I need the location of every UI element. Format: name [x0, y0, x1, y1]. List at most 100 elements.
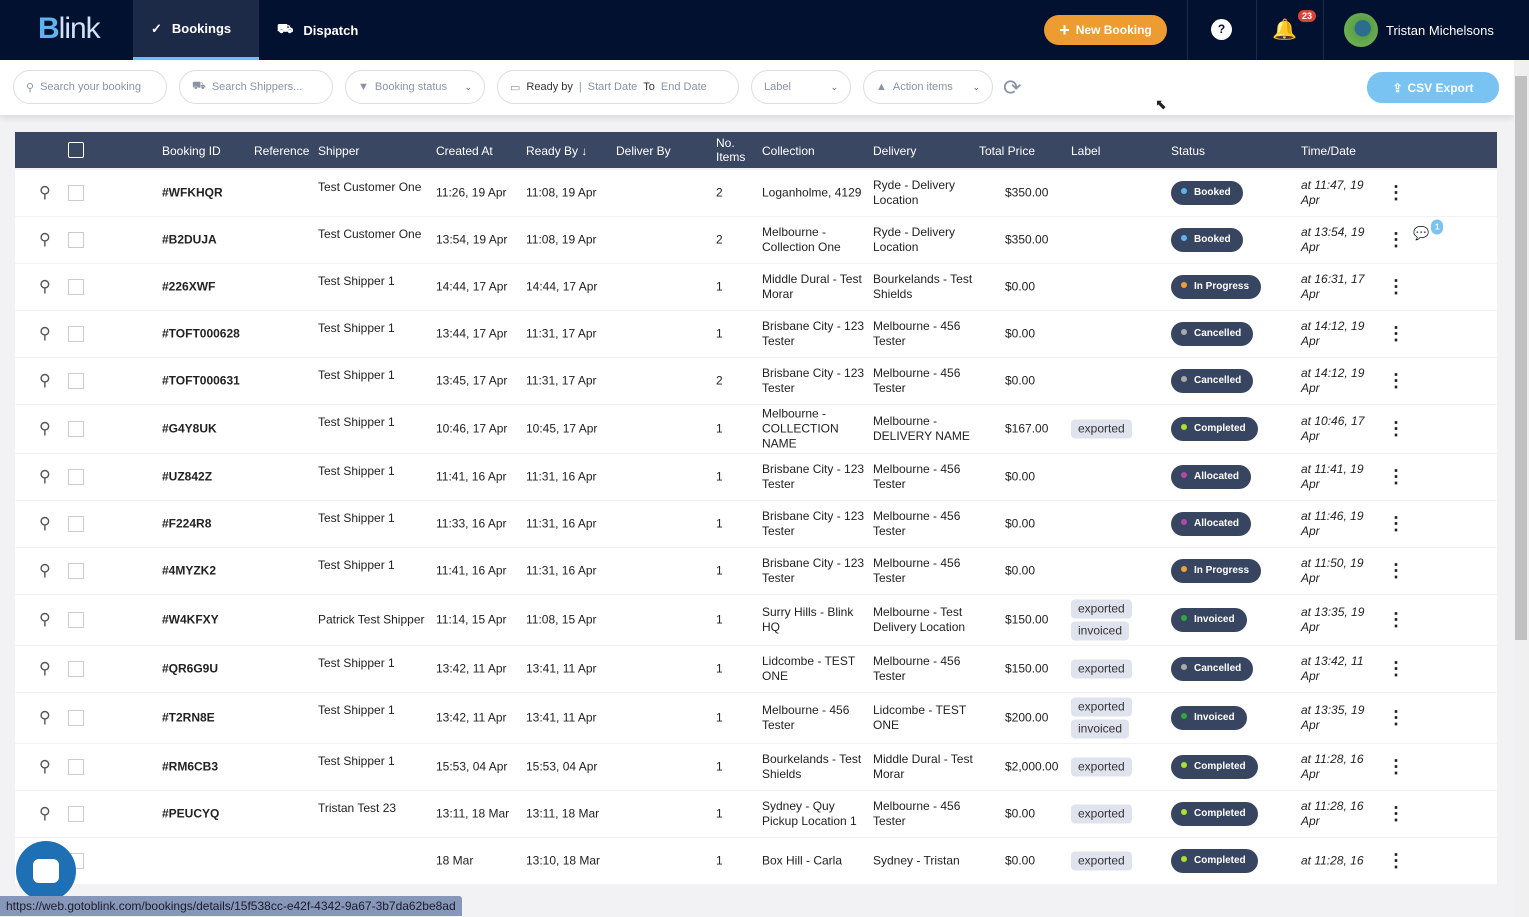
more-options-icon[interactable]: ⋮ — [1387, 418, 1405, 439]
row-checkbox[interactable] — [68, 279, 84, 295]
booking-search-input[interactable]: ⚲ Search your booking — [13, 70, 167, 104]
table-row[interactable]: ⚲ #TOFT000631 Test Shipper 1 13:45, 17 A… — [15, 358, 1497, 404]
nav-dispatch[interactable]: ⛟ Dispatch — [277, 21, 359, 38]
col-delivery[interactable]: Delivery — [873, 144, 917, 158]
end-date-input[interactable]: End Date — [660, 81, 707, 93]
table-row[interactable]: ⚲ #RM6CB3 Test Shipper 1 15:53, 04 Apr 1… — [15, 744, 1497, 790]
row-checkbox[interactable] — [68, 232, 84, 248]
search-icon[interactable]: ⚲ — [39, 611, 51, 629]
col-deliver-by[interactable]: Deliver By — [616, 144, 671, 158]
col-items[interactable]: No. Items — [716, 136, 746, 164]
col-status[interactable]: Status — [1171, 144, 1206, 158]
table-row[interactable]: ⚲ #W4KFXY Patrick Test Shipper 11:14, 15… — [15, 595, 1497, 645]
booking-id[interactable]: #T2RN8E — [162, 710, 215, 725]
table-row[interactable]: ⚲ 18 Mar 13:10, 18 Mar 1 Box Hill - Carl… — [15, 838, 1497, 884]
booking-id[interactable]: #TOFT000631 — [162, 373, 240, 388]
col-label[interactable]: Label — [1071, 144, 1101, 158]
avatar[interactable] — [1344, 13, 1378, 47]
booking-status-dropdown[interactable]: ▼ Booking status ⌄ — [345, 70, 485, 104]
row-checkbox[interactable] — [68, 516, 84, 532]
search-icon[interactable]: ⚲ — [39, 420, 51, 438]
booking-id[interactable]: #G4Y8UK — [162, 421, 217, 436]
col-ready-by[interactable]: Ready By ↓ — [526, 144, 588, 158]
date-range-picker[interactable]: ▭ Ready by | Start Date To End Date — [497, 70, 739, 104]
row-checkbox[interactable] — [68, 563, 84, 579]
more-options-icon[interactable]: ⋮ — [1387, 182, 1405, 203]
search-icon[interactable]: ⚲ — [39, 278, 51, 296]
booking-id[interactable]: #4MYZK2 — [162, 563, 217, 578]
row-checkbox[interactable] — [68, 710, 84, 726]
table-row[interactable]: ⚲ #G4Y8UK Test Shipper 1 10:46, 17 Apr 1… — [15, 405, 1497, 453]
col-total-price[interactable]: Total Price — [979, 144, 1036, 158]
row-checkbox[interactable] — [68, 469, 84, 485]
col-reference[interactable]: Reference — [254, 144, 310, 158]
booking-id[interactable]: #F224R8 — [162, 516, 212, 531]
booking-id[interactable]: #TOFT000628 — [162, 326, 240, 341]
comment-icon[interactable]: 💬 1 — [1413, 219, 1444, 241]
more-options-icon[interactable]: ⋮ — [1387, 609, 1405, 630]
table-row[interactable]: ⚲ #4MYZK2 Test Shipper 1 11:41, 16 Apr 1… — [15, 548, 1497, 594]
row-checkbox[interactable] — [68, 185, 84, 201]
more-options-icon[interactable]: ⋮ — [1387, 658, 1405, 679]
more-options-icon[interactable]: ⋮ — [1387, 513, 1405, 534]
col-booking-id[interactable]: Booking ID — [162, 144, 221, 158]
more-options-icon[interactable]: ⋮ — [1387, 560, 1405, 581]
row-checkbox[interactable] — [68, 661, 84, 677]
table-row[interactable]: ⚲ #T2RN8E Test Shipper 1 13:42, 11 Apr 1… — [15, 693, 1497, 743]
col-time-date[interactable]: Time/Date — [1301, 144, 1356, 158]
search-icon[interactable]: ⚲ — [39, 468, 51, 486]
row-checkbox[interactable] — [68, 373, 84, 389]
shipper-search-input[interactable]: ⛟ Search Shippers... — [179, 70, 333, 104]
booking-id[interactable]: #W4KFXY — [162, 612, 219, 627]
more-options-icon[interactable]: ⋮ — [1387, 850, 1405, 871]
row-checkbox[interactable] — [68, 759, 84, 775]
table-row[interactable]: ⚲ #QR6G9U Test Shipper 1 13:42, 11 Apr 1… — [15, 646, 1497, 692]
help-icon[interactable]: ? — [1211, 19, 1232, 40]
table-row[interactable]: ⚲ #WFKHQR Test Customer One 11:26, 19 Ap… — [15, 170, 1497, 216]
table-row[interactable]: ⚲ #PEUCYQ Tristan Test 23 13:11, 18 Mar … — [15, 791, 1497, 837]
nav-bookings[interactable]: ✓ Bookings — [133, 0, 259, 60]
new-booking-button[interactable]: + New Booking — [1044, 15, 1167, 45]
action-items-dropdown[interactable]: ▲ Action items ⌄ — [863, 70, 993, 104]
more-options-icon[interactable]: ⋮ — [1387, 707, 1405, 728]
refresh-icon[interactable]: ⟳ — [1003, 75, 1022, 100]
table-row[interactable]: ⚲ #UZ842Z Test Shipper 1 11:41, 16 Apr 1… — [15, 454, 1497, 500]
user-name[interactable]: Tristan Michelsons — [1386, 23, 1494, 38]
start-date-input[interactable]: Start Date — [587, 81, 638, 93]
booking-id[interactable]: #B2DUJA — [162, 232, 217, 247]
search-icon[interactable]: ⚲ — [39, 184, 51, 202]
table-row[interactable]: ⚲ #TOFT000628 Test Shipper 1 13:44, 17 A… — [15, 311, 1497, 357]
more-options-icon[interactable]: ⋮ — [1387, 370, 1405, 391]
more-options-icon[interactable]: ⋮ — [1387, 466, 1405, 487]
blink-logo[interactable]: Blink — [38, 12, 101, 45]
booking-id[interactable]: #226XWF — [162, 279, 216, 294]
chat-support-button[interactable] — [16, 841, 76, 901]
row-checkbox[interactable] — [68, 326, 84, 342]
booking-id[interactable]: #QR6G9U — [162, 661, 219, 676]
col-created-at[interactable]: Created At — [436, 144, 493, 158]
table-row[interactable]: ⚲ #226XWF Test Shipper 1 14:44, 17 Apr 1… — [15, 264, 1497, 310]
search-icon[interactable]: ⚲ — [39, 562, 51, 580]
table-row[interactable]: ⚲ #F224R8 Test Shipper 1 11:33, 16 Apr 1… — [15, 501, 1497, 547]
search-icon[interactable]: ⚲ — [39, 709, 51, 727]
search-icon[interactable]: ⚲ — [39, 758, 51, 776]
row-checkbox[interactable] — [68, 806, 84, 822]
search-icon[interactable]: ⚲ — [39, 660, 51, 678]
booking-id[interactable]: #WFKHQR — [162, 185, 223, 200]
search-icon[interactable]: ⚲ — [39, 372, 51, 390]
select-all-checkbox[interactable] — [68, 142, 84, 158]
row-checkbox[interactable] — [68, 612, 84, 628]
table-row[interactable]: ⚲ #B2DUJA Test Customer One 13:54, 19 Ap… — [15, 217, 1497, 263]
row-checkbox[interactable] — [68, 421, 84, 437]
scrollbar-thumb[interactable] — [1515, 76, 1527, 640]
more-options-icon[interactable]: ⋮ — [1387, 229, 1405, 250]
search-icon[interactable]: ⚲ — [39, 515, 51, 533]
label-dropdown[interactable]: Label ⌄ — [751, 70, 851, 104]
csv-export-button[interactable]: ⇪ CSV Export — [1367, 72, 1499, 103]
search-icon[interactable]: ⚲ — [39, 231, 51, 249]
more-options-icon[interactable]: ⋮ — [1387, 323, 1405, 344]
booking-id[interactable]: #RM6CB3 — [162, 759, 219, 774]
booking-id[interactable]: #PEUCYQ — [162, 806, 220, 821]
bell-icon[interactable]: 🔔 — [1272, 19, 1297, 41]
col-shipper[interactable]: Shipper — [318, 144, 360, 158]
